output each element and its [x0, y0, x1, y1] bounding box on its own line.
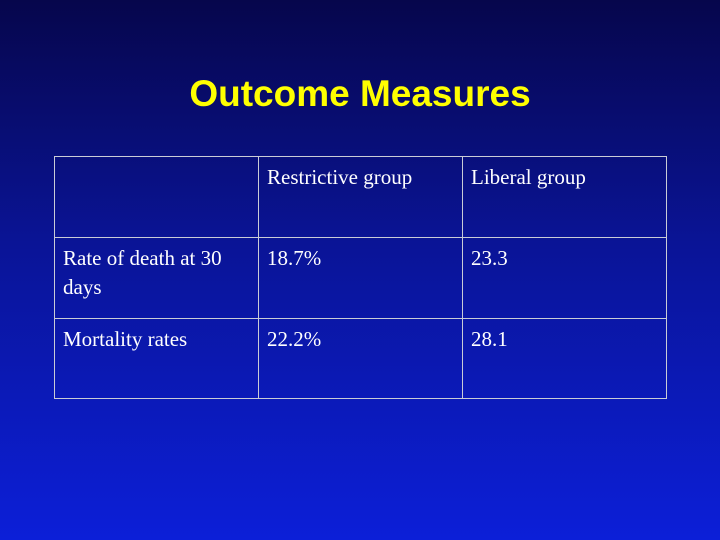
table-row: Mortality rates 22.2% 28.1 [54, 318, 667, 399]
cell-liberal-mortality: 28.1 [462, 318, 667, 399]
cell-restrictive-mortality: 22.2% [258, 318, 463, 399]
row-label-death-30-days: Rate of death at 30 days [54, 237, 259, 319]
outcome-table: Restrictive group Liberal group Rate of … [54, 156, 667, 399]
slide-title: Outcome Measures [189, 73, 531, 114]
row-label-mortality-rates: Mortality rates [54, 318, 259, 399]
cell-liberal-death-30-days: 23.3 [462, 237, 667, 319]
cell-restrictive-death-30-days: 18.7% [258, 237, 463, 319]
table-row: Rate of death at 30 days 18.7% 23.3 [54, 237, 667, 319]
table-header-row: Restrictive group Liberal group [54, 156, 667, 238]
table-header-liberal-group: Liberal group [462, 156, 667, 238]
table-header-cell-empty [54, 156, 259, 238]
table-header-restrictive-group: Restrictive group [258, 156, 463, 238]
